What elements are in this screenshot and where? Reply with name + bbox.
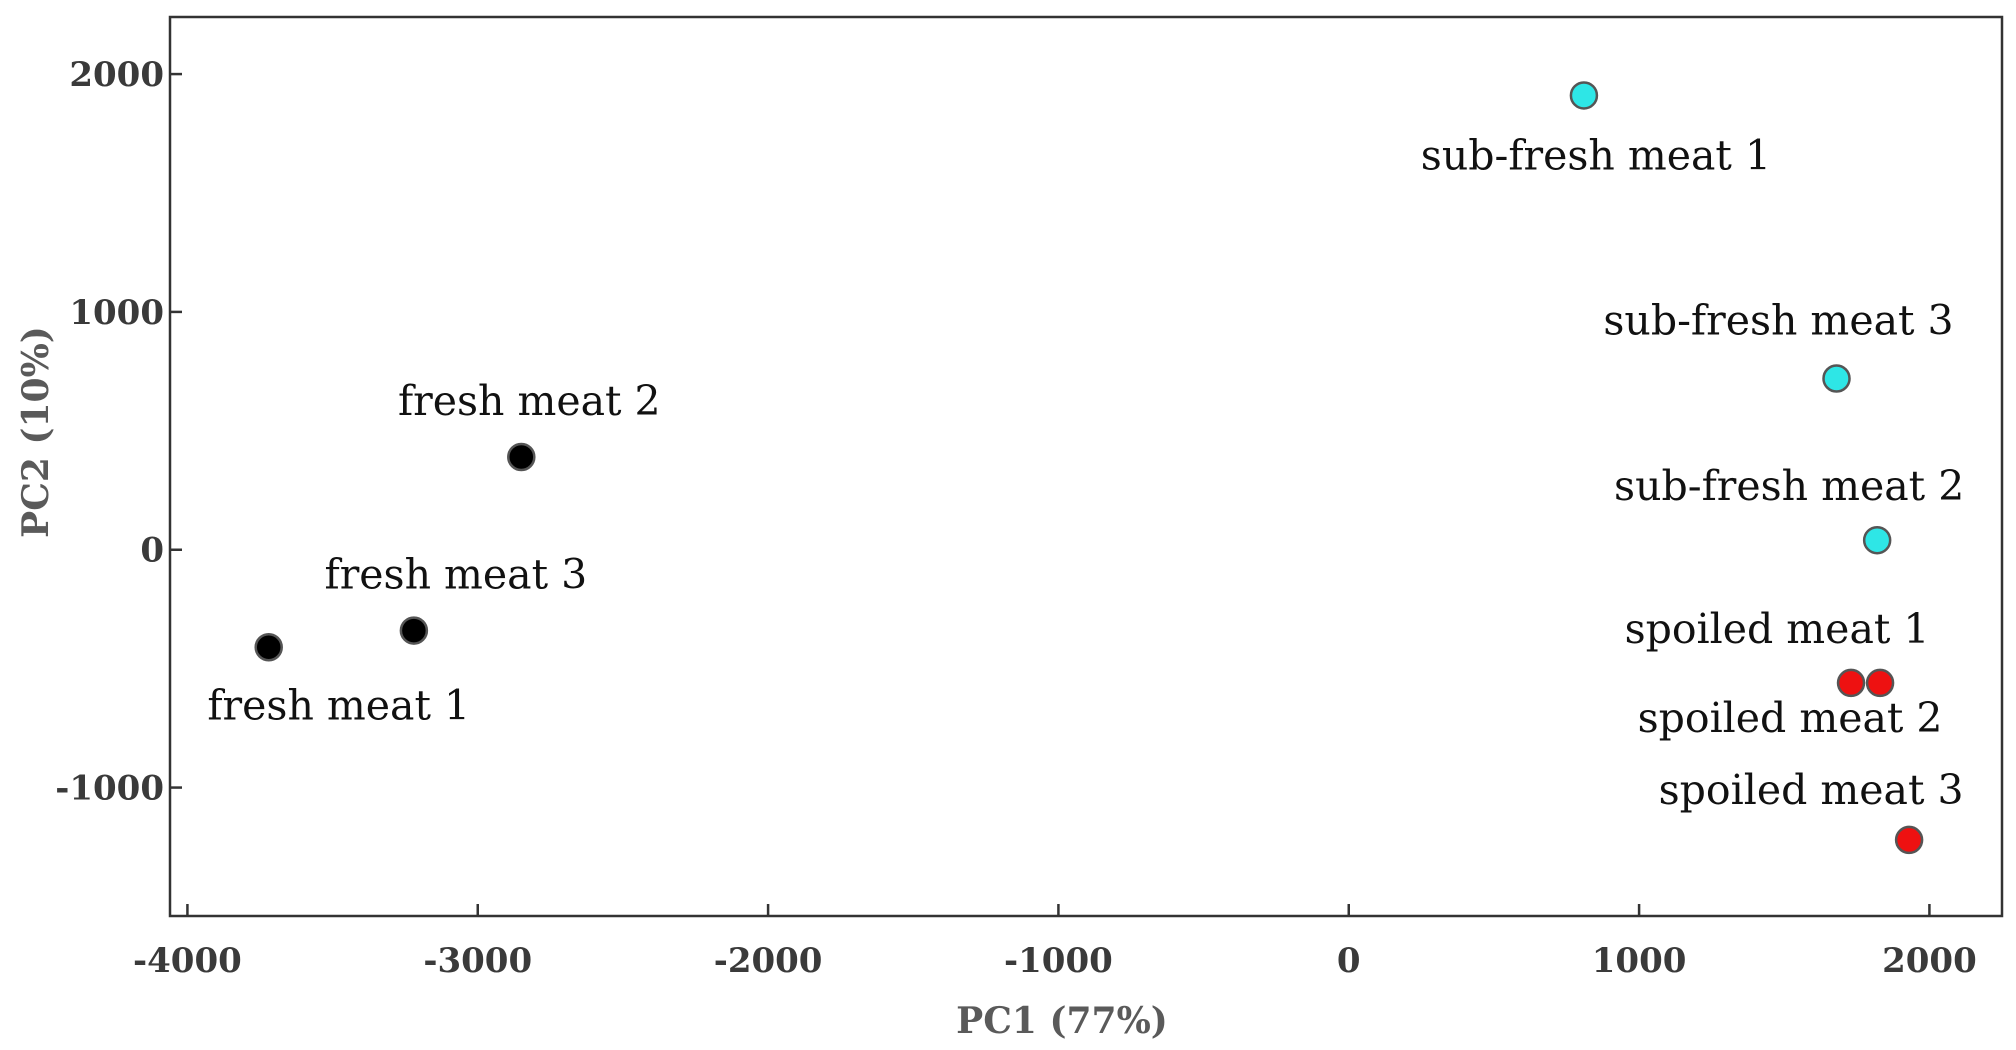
point-label: sub-fresh meat 2 [1614,462,1964,510]
point-sub-fresh-meat-1 [1569,81,1599,110]
point-label: fresh meat 3 [325,551,588,599]
y-tick-label: 0 [140,531,164,571]
axis-ticks [170,72,1931,916]
x-tick-label: -2000 [714,941,823,981]
point-label: sub-fresh meat 3 [1603,297,1953,345]
plot-frame [168,15,2004,918]
point-fresh-meat-1 [254,633,283,662]
x-tick-label: -3000 [423,941,532,981]
x-tick-label: -1000 [1004,941,1113,981]
point-label: spoiled meat 3 [1659,766,1964,814]
point-fresh-meat-2 [507,442,536,472]
y-tick-label: 1000 [69,293,164,333]
x-tick-label: 2000 [1882,941,1977,981]
point-fresh-meat-3 [399,616,429,645]
point-label: fresh meat 1 [207,681,470,729]
x-axis-title: PC1 (77%) [956,1000,1168,1042]
point-spoiled-meat-3 [1894,825,1924,855]
point-label: fresh meat 2 [398,377,661,425]
point-label: spoiled meat 2 [1638,694,1943,742]
x-tick-label: 0 [1337,941,1361,981]
point-label: spoiled meat 1 [1625,605,1930,653]
y-axis-title: PC2 (10%) [15,326,57,538]
x-tick-label: -4000 [133,941,242,981]
point-spoiled-meat-1 [1836,668,1866,698]
point-spoiled-meat-2 [1865,668,1895,698]
point-sub-fresh-meat-3 [1822,364,1851,393]
y-tick-label: 2000 [69,55,164,95]
y-tick-label: -1000 [55,769,164,809]
point-labels: fresh meat 1 fresh meat 2 fresh meat 3 sub-… [207,131,1964,813]
x-tick-label: 1000 [1592,941,1687,981]
data-points [254,81,1924,855]
point-sub-fresh-meat-2 [1862,525,1892,555]
point-label: sub-fresh meat 1 [1421,131,1771,179]
axis-tick-labels: -4000 -3000 -2000 -1000 0 1000 2000 -1000 0 1000 2… [55,55,1976,981]
